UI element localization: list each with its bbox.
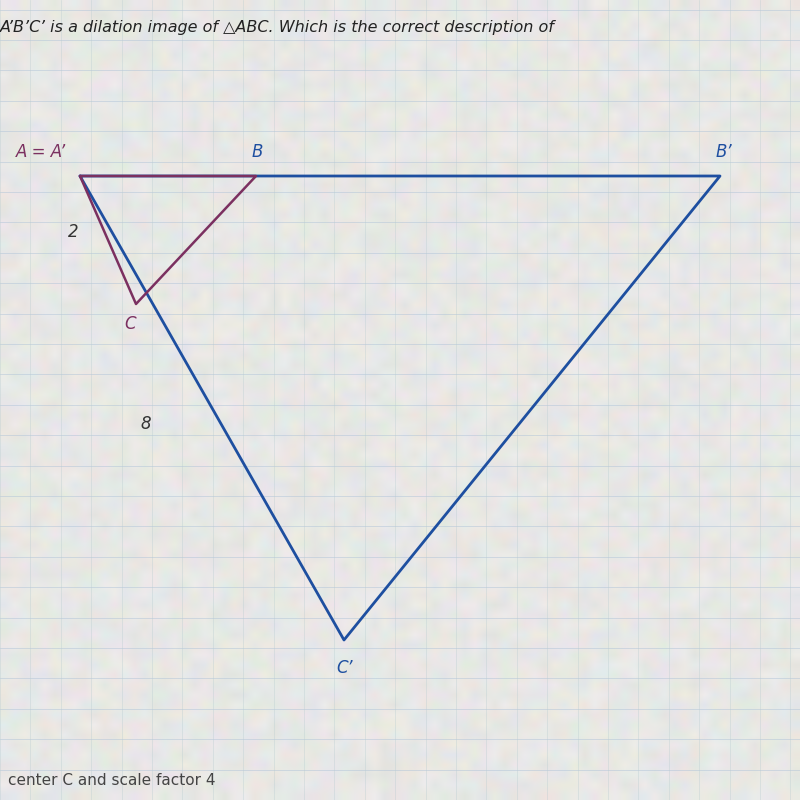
Text: 2: 2 bbox=[68, 223, 78, 241]
Text: 8: 8 bbox=[140, 415, 150, 433]
Text: A’B’C’ is a dilation image of △ABC. Which is the correct description of: A’B’C’ is a dilation image of △ABC. Whic… bbox=[0, 20, 555, 35]
Text: B: B bbox=[252, 143, 263, 161]
Text: C: C bbox=[124, 315, 136, 333]
Text: B’: B’ bbox=[716, 143, 733, 161]
Text: center C and scale factor 4: center C and scale factor 4 bbox=[8, 773, 215, 788]
Text: C’: C’ bbox=[336, 659, 353, 677]
Text: A = A’: A = A’ bbox=[16, 143, 66, 161]
